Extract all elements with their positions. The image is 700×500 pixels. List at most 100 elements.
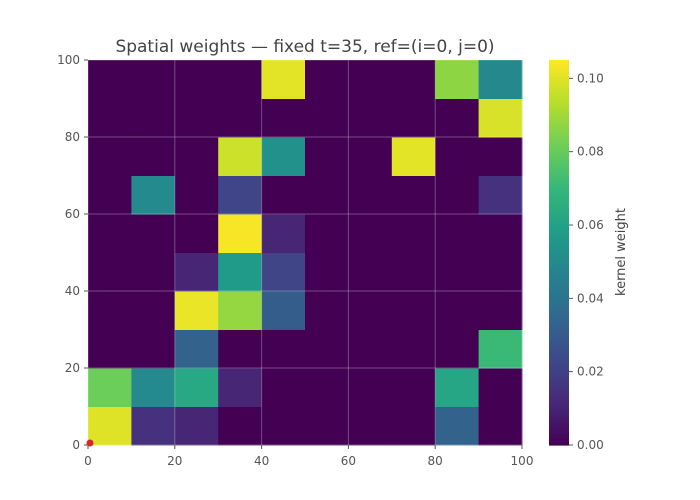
x-tick-label: 0 bbox=[84, 454, 92, 468]
heatmap-cell bbox=[218, 406, 263, 446]
heatmap-cell bbox=[305, 291, 349, 330]
heatmap-cell bbox=[348, 329, 393, 369]
heatmap-cell bbox=[305, 137, 349, 176]
heatmap-cell bbox=[348, 98, 393, 138]
heatmap-cell bbox=[218, 98, 263, 138]
colorbar-segment bbox=[549, 396, 569, 401]
colorbar-segment bbox=[549, 159, 569, 164]
colorbar-segment bbox=[549, 130, 569, 135]
colorbar-tick-label: 0.10 bbox=[577, 71, 604, 85]
heatmap-cell bbox=[174, 137, 219, 176]
colorbar-segment bbox=[549, 432, 569, 436]
heatmap-cell bbox=[348, 60, 393, 99]
colorbar-segment bbox=[549, 76, 569, 80]
heatmap-cell bbox=[435, 98, 480, 138]
colorbar-segment bbox=[549, 400, 569, 404]
colorbar-tick-label: 0.02 bbox=[577, 365, 604, 379]
heatmap-cell bbox=[261, 252, 306, 292]
colorbar-segment bbox=[549, 72, 569, 77]
colorbar-segment bbox=[549, 146, 569, 151]
heatmap-cell bbox=[435, 329, 480, 369]
y-axis-ticks: 0 20 40 60 80 100 bbox=[57, 53, 88, 452]
heatmap-cell bbox=[435, 406, 480, 446]
colorbar-segment bbox=[549, 98, 569, 103]
heatmap-cell bbox=[391, 406, 436, 446]
colorbar-segment bbox=[549, 88, 569, 93]
colorbar-segment bbox=[549, 127, 569, 132]
heatmap-cell bbox=[174, 329, 219, 369]
heatmap-cell bbox=[174, 98, 219, 138]
heatmap-cell bbox=[131, 252, 176, 292]
heatmap-cell bbox=[435, 368, 480, 407]
colorbar-segment bbox=[549, 79, 569, 84]
heatmap-cell bbox=[218, 368, 263, 407]
heatmap-cell bbox=[261, 406, 306, 446]
colorbar-tick-label: 0.08 bbox=[577, 145, 604, 159]
heatmap-cell bbox=[131, 60, 176, 99]
colorbar-segment bbox=[549, 316, 569, 321]
heatmap-cell bbox=[131, 98, 176, 138]
colorbar-segment bbox=[549, 223, 569, 228]
heatmap-cell bbox=[174, 406, 219, 446]
heatmap-cell bbox=[88, 214, 132, 253]
colorbar-segment bbox=[549, 332, 569, 337]
colorbar-segment bbox=[549, 313, 569, 318]
colorbar-segment bbox=[549, 66, 569, 71]
heatmap-cell bbox=[218, 175, 263, 215]
heatmap-cell bbox=[261, 329, 306, 369]
colorbar-segment bbox=[549, 268, 569, 273]
colorbar-segment bbox=[549, 246, 569, 250]
heatmap-cell bbox=[348, 291, 393, 330]
y-tick-label: 80 bbox=[65, 130, 80, 144]
heatmap-cell bbox=[261, 214, 306, 253]
colorbar-segment bbox=[549, 368, 569, 372]
heatmap-cell bbox=[478, 98, 523, 138]
colorbar-segment bbox=[549, 124, 569, 128]
colorbar-segment bbox=[549, 319, 569, 324]
heatmap-cell bbox=[435, 175, 480, 215]
colorbar-segment bbox=[549, 364, 569, 369]
heatmap-cell bbox=[218, 291, 263, 330]
heatmap-cell bbox=[478, 368, 523, 407]
heatmap-cell bbox=[391, 60, 436, 99]
colorbar-segment bbox=[549, 435, 569, 440]
heatmap-cell bbox=[478, 214, 523, 253]
colorbar-segment bbox=[549, 207, 569, 212]
y-tick-label: 0 bbox=[72, 438, 80, 452]
heatmap-cell bbox=[174, 368, 219, 407]
colorbar-segment bbox=[549, 156, 569, 161]
heatmap-cell bbox=[348, 214, 393, 253]
heatmap-cell bbox=[391, 252, 436, 292]
reference-point bbox=[86, 439, 94, 447]
heatmap-cell bbox=[391, 214, 436, 253]
y-tick-label: 100 bbox=[57, 53, 80, 67]
heatmap-cell bbox=[391, 329, 436, 369]
heatmap-cell bbox=[305, 368, 349, 407]
colorbar-segment bbox=[549, 271, 569, 276]
y-tick-label: 40 bbox=[65, 284, 80, 298]
colorbar-segment bbox=[549, 172, 569, 177]
colorbar-segment bbox=[549, 111, 569, 116]
colorbar-segment bbox=[549, 194, 569, 199]
colorbar-segment bbox=[549, 104, 569, 109]
colorbar-segment bbox=[549, 117, 569, 122]
colorbar-ticks: 0.00 0.02 0.04 0.06 0.08 0.10 bbox=[569, 71, 604, 452]
colorbar-segment bbox=[549, 217, 569, 222]
colorbar-segment bbox=[549, 108, 569, 112]
colorbar-segment bbox=[549, 265, 569, 270]
colorbar-segment bbox=[549, 441, 569, 446]
heatmap-cell bbox=[131, 137, 176, 176]
heatmap-cell bbox=[391, 137, 436, 176]
colorbar-segment bbox=[549, 307, 569, 311]
heatmap-cells bbox=[88, 60, 523, 446]
heatmap-cell bbox=[305, 252, 349, 292]
heatmap-cell bbox=[218, 252, 263, 292]
colorbar-segment bbox=[549, 143, 569, 148]
colorbar-segment bbox=[549, 371, 569, 376]
heatmap-cell bbox=[305, 406, 349, 446]
heatmap-cell bbox=[131, 329, 176, 369]
colorbar-segment bbox=[549, 416, 569, 420]
heatmap-cell bbox=[305, 175, 349, 215]
colorbar-segment bbox=[549, 326, 569, 331]
heatmap-cell bbox=[261, 98, 306, 138]
